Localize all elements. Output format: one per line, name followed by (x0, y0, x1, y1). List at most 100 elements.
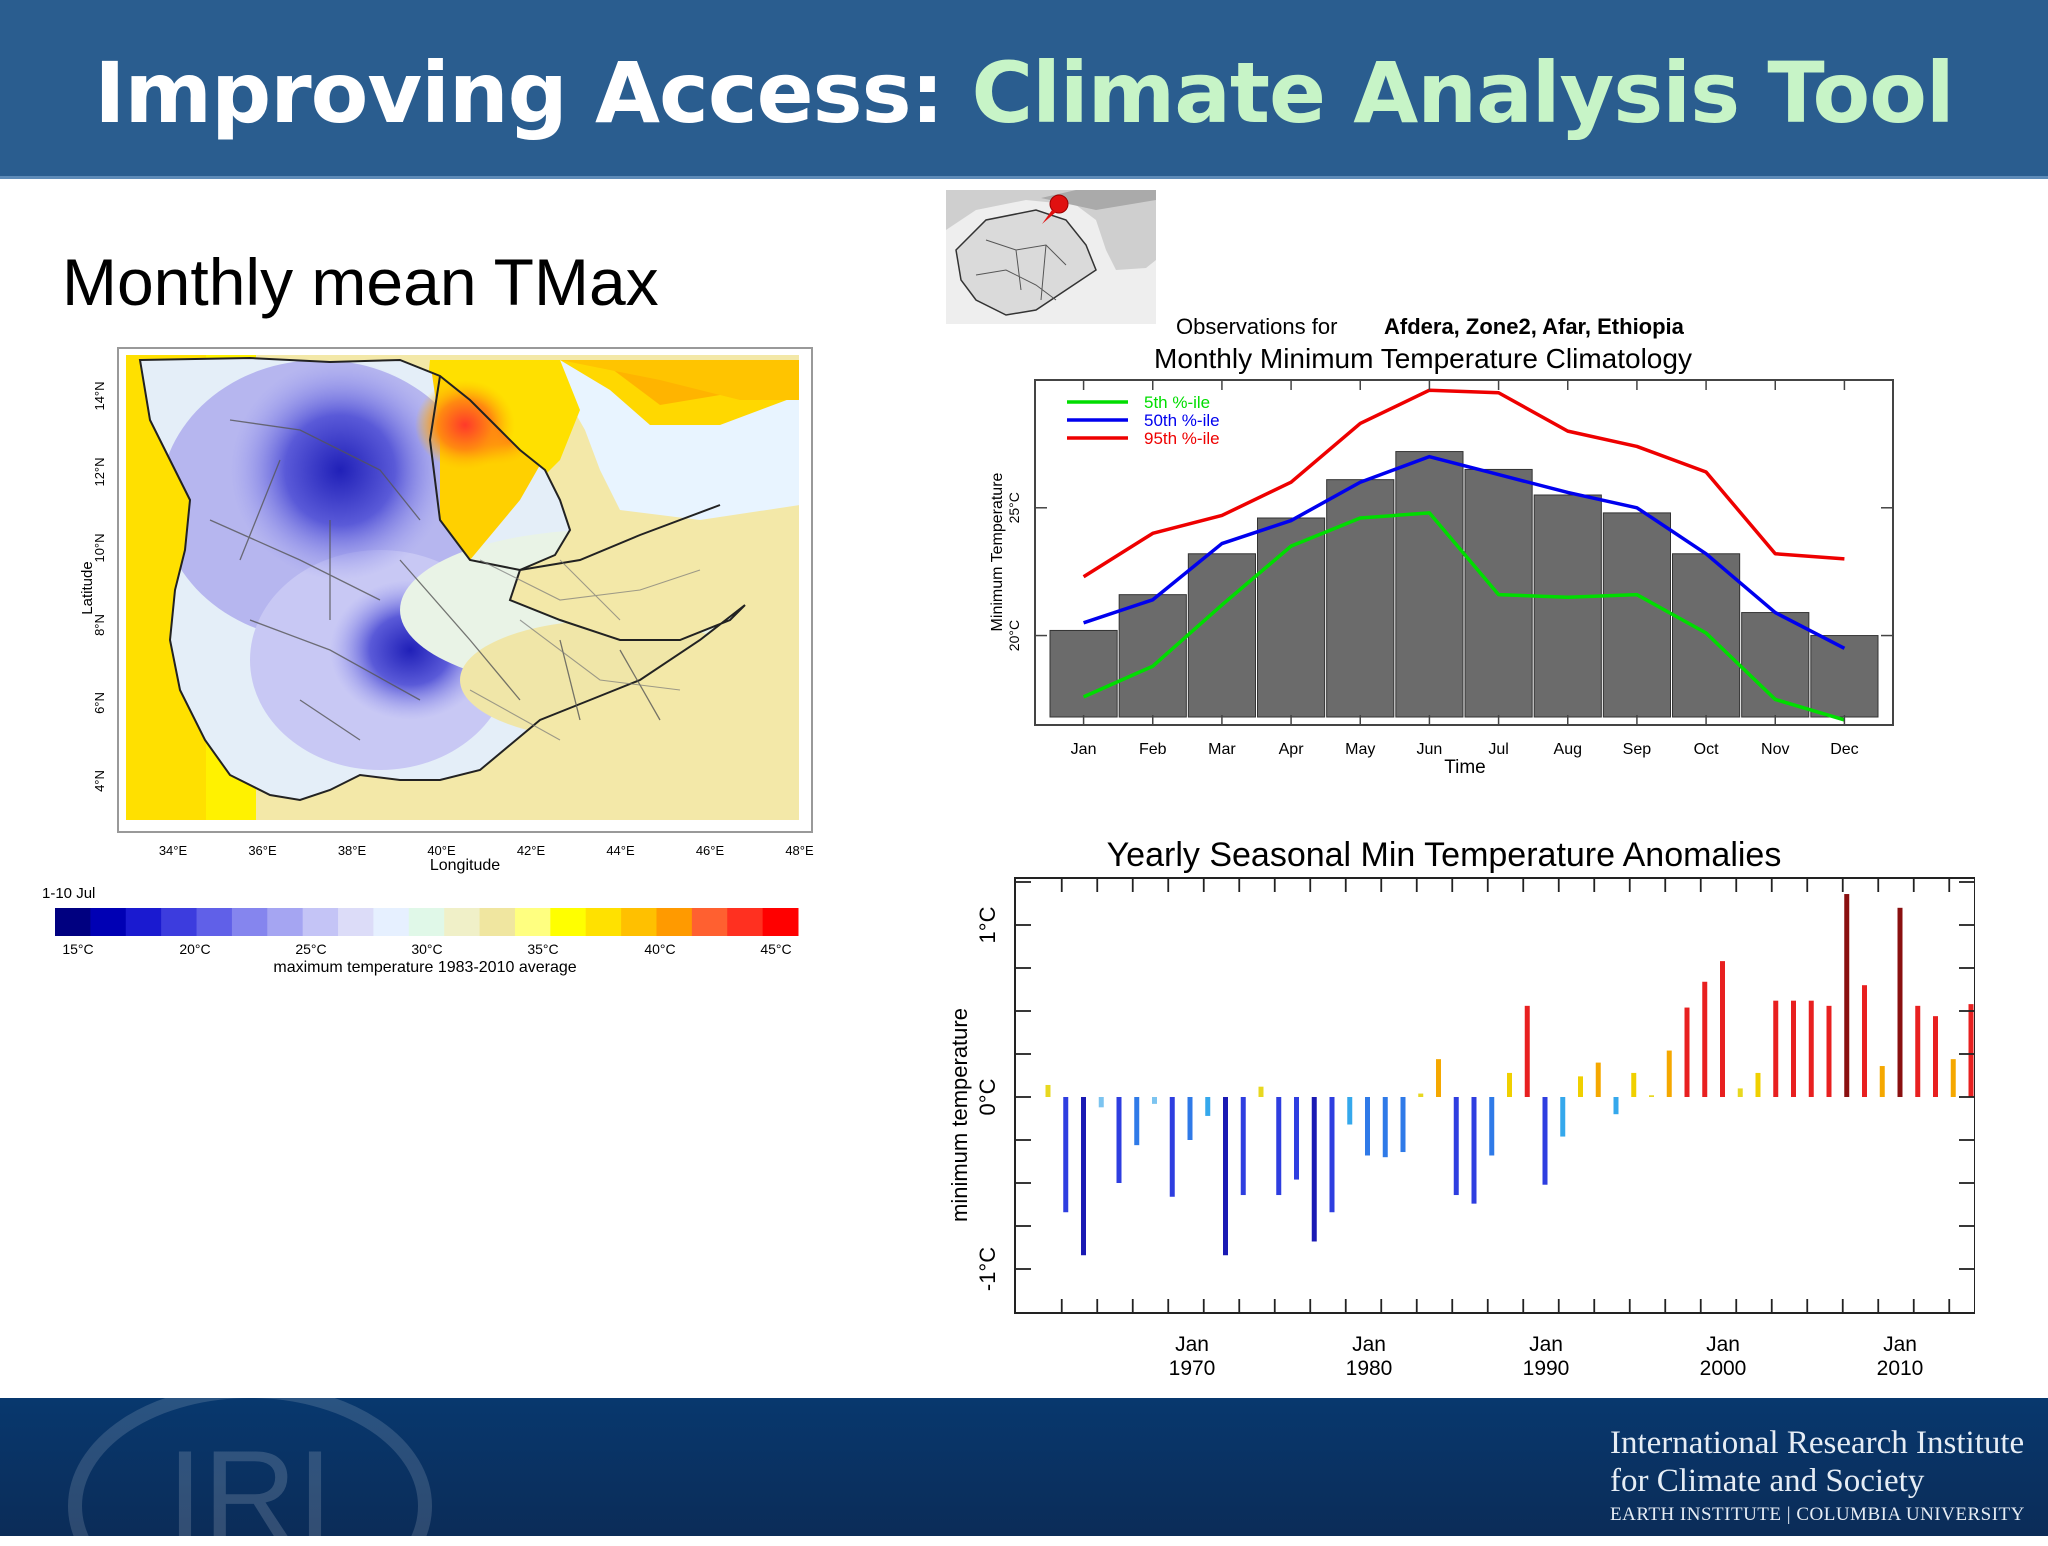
title-bar (0, 0, 2048, 178)
tmax-map: 14°N 12°N 10°N 8°N 6°N 4°N 34°E 36°E 38°E 40°E 42… (79, 347, 814, 874)
colorbar-swatch (231, 908, 268, 936)
climatology-bar (1533, 494, 1602, 718)
anomaly-bar (1258, 1086, 1264, 1097)
latitude-tick-label: 12°N (92, 457, 107, 486)
anomaly-bar (1418, 1093, 1424, 1097)
anomaly-bar (1844, 894, 1850, 1097)
map-x-axis-label: Longitude (430, 857, 500, 874)
anomaly-x-tick-month: Jan (1883, 1333, 1917, 1356)
inset-locator-map (946, 190, 1156, 324)
colorbar-swatch (444, 908, 481, 936)
anomaly-bar (1737, 1088, 1743, 1097)
longitude-tick-labels: 34°E 36°E 38°E 40°E 42°E 44°E 46°E 48°E (159, 843, 814, 858)
anomaly-bar (1365, 1097, 1370, 1156)
anomaly-x-tick-year: 1970 (1169, 1357, 1216, 1380)
anomaly-bar (1116, 1097, 1122, 1183)
anomaly-bar (1223, 1097, 1228, 1256)
longitude-tick-label: 34°E (159, 843, 188, 858)
longitude-tick-label: 48°E (785, 843, 814, 858)
anomaly-bar (1134, 1097, 1140, 1146)
longitude-tick-label: 44°E (606, 843, 635, 858)
climatology-month-label: Jul (1488, 741, 1508, 758)
anomaly-bar (1862, 985, 1867, 1097)
map-y-axis-label: Latitude (79, 561, 96, 614)
colorbar-swatch (373, 908, 410, 936)
climatology-month-label: Dec (1830, 741, 1858, 758)
climatology-month-label: Jun (1417, 741, 1443, 758)
percentile-line (1082, 388, 1845, 579)
anomaly-ticks: 1°C0°C-1°CJan1970Jan1980Jan1990Jan2000Ja… (975, 878, 1975, 1380)
anomaly-bar (1489, 1097, 1495, 1156)
climatology-month-label: Nov (1761, 741, 1789, 758)
anomaly-bar (1897, 907, 1903, 1097)
colorbar-swatch (408, 908, 445, 936)
climatology-month-label: May (1345, 741, 1375, 758)
colorbar-swatch (550, 908, 587, 936)
colorbar-swatch (585, 908, 622, 936)
anomaly-bar (1666, 1050, 1672, 1097)
title-bar-divider (0, 176, 2048, 179)
latitude-tick-label: 10°N (92, 533, 107, 562)
climatology-month-label: Jan (1071, 741, 1097, 758)
anomaly-bar (1240, 1097, 1246, 1196)
colorbar-swatch (479, 908, 516, 936)
anomaly-chart: Yearly Seasonal Min Temperature Anomalie… (947, 836, 1975, 1380)
latitude-tick-label: 6°N (92, 692, 107, 714)
slide-title: Improving Access: Climate Analysis Tool (0, 44, 2048, 142)
anomaly-y-tick-label: 1°C (975, 906, 1000, 943)
colorbar-swatch (727, 908, 764, 936)
longitude-tick-label: 36°E (248, 843, 277, 858)
anomaly-x-tick-year: 1980 (1346, 1357, 1393, 1380)
anomaly-bar (1205, 1097, 1211, 1116)
anomaly-bar (1294, 1097, 1299, 1180)
colorbar-swatch (691, 908, 728, 936)
climatology-title: Monthly Minimum Temperature Climatology (1154, 343, 1692, 374)
anomaly-bar (1382, 1097, 1388, 1158)
anomaly-bar (1524, 1005, 1530, 1097)
longitude-tick-label: 42°E (517, 843, 546, 858)
anomaly-bar (1400, 1097, 1406, 1153)
anomaly-x-tick-year: 2000 (1700, 1357, 1747, 1380)
climatology-bar (1395, 451, 1464, 718)
anomaly-bar (1045, 1084, 1051, 1097)
colorbar-swatch (338, 908, 374, 936)
anomaly-x-tick-year: 2010 (1877, 1357, 1924, 1380)
climatology-month-label: Mar (1208, 741, 1236, 758)
colorbar-swatch (196, 908, 233, 936)
anomaly-bar (1311, 1097, 1317, 1242)
climatology-chart: Observations for Afdera, Zone2, Afar, Et… (989, 314, 1894, 778)
anomaly-bar (1773, 1000, 1779, 1097)
latitude-tick-label: 14°N (92, 381, 107, 410)
colorbar-swatch (762, 908, 799, 936)
anomaly-plot-area (1014, 877, 1975, 1314)
slide-title-accent: Climate Analysis Tool (971, 44, 1954, 142)
colorbar-swatch (656, 908, 693, 936)
anomaly-bar (1560, 1097, 1566, 1137)
colorbar-swatch (302, 908, 339, 936)
anomaly-bar (1542, 1097, 1548, 1185)
anomaly-bar (1098, 1097, 1104, 1108)
anomaly-bar (1613, 1097, 1619, 1115)
anomaly-bars (1045, 894, 1974, 1256)
colorbar-swatch (267, 908, 304, 936)
climatology-y-tick-label: 20°C (1006, 620, 1022, 651)
climatology-month-label: Apr (1279, 741, 1305, 758)
colorbar-tick-label: 40°C (644, 941, 675, 957)
colorbar-swatch (161, 908, 198, 936)
legend-label: 50th %-ile (1144, 411, 1220, 430)
percentile-line (1083, 454, 1846, 650)
anomaly-bar (1507, 1072, 1512, 1097)
anomaly-bar (1791, 1000, 1796, 1097)
slide-title-main: Improving Access: (94, 44, 944, 142)
colorbar-swatch (621, 908, 657, 936)
climatology-month-label: Aug (1554, 741, 1582, 758)
iri-logo: IRI (68, 1386, 432, 1546)
anomaly-x-tick-year: 1990 (1523, 1357, 1570, 1380)
climatology-bar (1049, 629, 1118, 718)
anomaly-bar (1453, 1097, 1459, 1196)
legend-label: 5th %-ile (1144, 393, 1210, 412)
colorbar-tick-label: 35°C (527, 941, 558, 957)
climatology-ticks: Jan Feb Mar Apr May Jun Jul Aug Sep Oct Nov Dec 20°C… (1006, 380, 1893, 758)
anomaly-bar (1755, 1072, 1761, 1097)
